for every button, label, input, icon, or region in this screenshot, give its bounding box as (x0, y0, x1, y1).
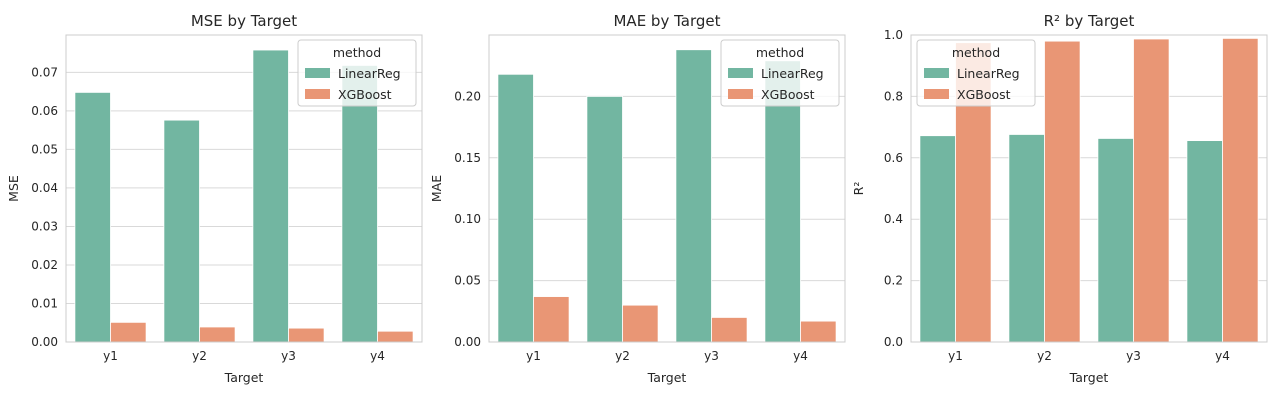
bar-linearreg-y2 (1008, 134, 1045, 343)
y-tick-label: 0.01 (31, 296, 58, 310)
y-axis-label: MSE (6, 175, 21, 202)
y-tick-label: 0.04 (31, 181, 58, 195)
y-axis-label: R² (851, 182, 866, 196)
chart-panel-3: 0.0 0.2 0.4 0.6 0.8 1.0 y1 y2 y3 y4 R² by Target Ta… (851, 12, 1268, 385)
legend-title: method (756, 45, 804, 60)
y-tick-label: 0.07 (31, 65, 58, 79)
legend: method LinearReg XGBoost (297, 39, 417, 107)
y-tick-label: 0.4 (884, 212, 903, 226)
legend-label-xgboost: XGBoost (338, 87, 392, 102)
bar-xgboost-y2 (1044, 40, 1081, 343)
bar-xgboost-y4 (1222, 37, 1259, 343)
y-tick-label: 0.02 (31, 258, 58, 272)
bar-linearreg-y3 (252, 49, 289, 343)
bar-linearreg-y3 (675, 49, 712, 343)
x-tick-label: y4 (1215, 349, 1230, 363)
chart-title: MSE by Target (191, 12, 297, 30)
x-tick-label: y2 (615, 349, 630, 363)
chart-title: R² by Target (1044, 12, 1135, 30)
legend-label-xgboost: XGBoost (957, 87, 1011, 102)
y-tick-label: 0.05 (31, 142, 58, 156)
legend-swatch-linearreg (728, 68, 753, 78)
y-tick-label: 0.20 (454, 89, 481, 103)
y-tick-label: 0.8 (884, 89, 903, 103)
bar-linearreg-y2 (586, 96, 623, 343)
legend: method LinearReg XGBoost (720, 39, 840, 107)
y-tick-label: 0.15 (454, 151, 481, 165)
bar-xgboost-y3 (1133, 38, 1170, 343)
bar-linearreg-y1 (74, 91, 111, 343)
x-axis-label: Target (1069, 370, 1109, 385)
bar-linearreg-y1 (497, 73, 534, 343)
y-tick-label: 0.06 (31, 104, 58, 118)
bar-xgboost-y3 (711, 317, 748, 343)
y-tick-label: 0.6 (884, 151, 903, 165)
legend-label-linearreg: LinearReg (957, 66, 1020, 81)
bar-xgboost-y4 (800, 320, 837, 343)
bar-linearreg-y4 (341, 65, 378, 343)
plot-frame (488, 34, 846, 343)
chart-panel-2: 0.00 0.05 0.10 0.15 0.20 y1 y2 y3 y4 MAE by Targe… (429, 12, 846, 385)
y-tick-label: 0.10 (454, 212, 481, 226)
bar-xgboost-y3 (288, 327, 325, 343)
y-tick-label: 0.00 (31, 335, 58, 349)
legend-label-linearreg: LinearReg (338, 66, 401, 81)
y-tick-label: 0.05 (454, 274, 481, 288)
x-tick-label: y3 (704, 349, 719, 363)
plot-frame (65, 34, 423, 343)
x-tick-label: y3 (281, 349, 296, 363)
y-tick-label: 1.0 (884, 28, 903, 42)
y-tick-label: 0.2 (884, 274, 903, 288)
legend-swatch-xgboost (728, 89, 753, 99)
chart-panel-1: 0.00 0.01 0.02 0.03 0.04 0.05 0.06 0.07 y1 y2 y3 y4… (6, 12, 423, 385)
bar-linearreg-y1 (919, 135, 956, 343)
y-tick-label: 0.03 (31, 219, 58, 233)
legend: method LinearReg XGBoost (916, 39, 1036, 107)
legend-title: method (333, 45, 381, 60)
x-tick-label: y2 (1037, 349, 1052, 363)
plot-frame (910, 34, 1268, 343)
bar-linearreg-y3 (1097, 138, 1134, 343)
legend-swatch-xgboost (305, 89, 330, 99)
bar-xgboost-y1 (533, 296, 570, 343)
legend-swatch-xgboost (924, 89, 949, 99)
y-tick-label: 0.0 (884, 335, 903, 349)
bar-linearreg-y2 (163, 119, 200, 343)
bar-linearreg-y4 (1186, 140, 1223, 343)
bar-xgboost-y1 (110, 321, 147, 343)
chart-title: MAE by Target (613, 12, 720, 30)
x-tick-label: y1 (103, 349, 118, 363)
legend-title: method (952, 45, 1000, 60)
legend-swatch-linearreg (305, 68, 330, 78)
x-axis-label: Target (647, 370, 687, 385)
x-tick-label: y1 (526, 349, 541, 363)
x-axis-label: Target (224, 370, 264, 385)
x-tick-label: y3 (1126, 349, 1141, 363)
bar-linearreg-y4 (764, 60, 801, 343)
x-tick-label: y4 (370, 349, 385, 363)
bar-xgboost-y2 (622, 304, 659, 343)
x-tick-label: y4 (793, 349, 808, 363)
bar-xgboost-y4 (377, 330, 414, 343)
legend-label-xgboost: XGBoost (761, 87, 815, 102)
y-axis-label: MAE (429, 175, 444, 202)
legend-label-linearreg: LinearReg (761, 66, 824, 81)
legend-swatch-linearreg (924, 68, 949, 78)
y-tick-label: 0.00 (454, 335, 481, 349)
x-tick-label: y2 (192, 349, 207, 363)
bar-xgboost-y2 (199, 326, 236, 343)
x-tick-label: y1 (948, 349, 963, 363)
